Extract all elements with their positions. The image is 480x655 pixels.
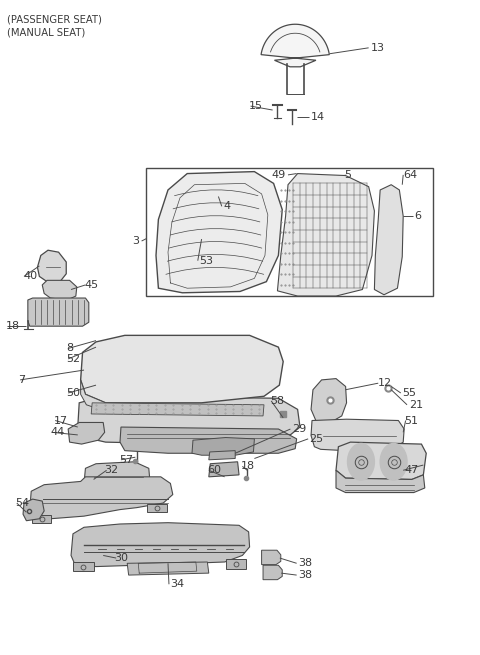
Text: 18: 18 [6,321,20,331]
Text: 51: 51 [404,415,418,426]
Text: 18: 18 [241,461,255,472]
Text: 29: 29 [292,424,306,434]
Text: 6: 6 [414,211,421,221]
Polygon shape [81,335,283,403]
Polygon shape [209,462,239,477]
Polygon shape [73,562,94,571]
Circle shape [348,443,374,480]
Bar [146,168,433,296]
Polygon shape [209,451,235,460]
Polygon shape [192,438,254,455]
Text: (PASSENGER SEAT): (PASSENGER SEAT) [7,14,102,24]
Polygon shape [263,565,282,580]
Text: 21: 21 [409,400,423,410]
Text: 30: 30 [114,553,128,563]
Polygon shape [374,185,403,295]
Polygon shape [311,379,347,422]
Text: 57: 57 [119,455,133,465]
Text: 5: 5 [345,170,352,180]
Text: 25: 25 [310,434,324,444]
Text: 17: 17 [54,415,68,426]
Text: (MANUAL SEAT): (MANUAL SEAT) [7,28,85,37]
Text: 12: 12 [378,378,392,388]
Text: 54: 54 [15,498,29,508]
Text: 47: 47 [404,465,419,476]
Polygon shape [261,24,329,67]
Text: 52: 52 [66,354,80,364]
Polygon shape [81,380,106,411]
Text: 32: 32 [105,465,119,476]
Polygon shape [336,470,425,493]
Text: 53: 53 [199,255,213,266]
Text: 58: 58 [270,396,284,406]
Text: 8: 8 [66,343,73,354]
Text: 15: 15 [249,101,263,111]
Polygon shape [28,298,89,326]
Text: 34: 34 [170,579,184,590]
Polygon shape [262,550,281,565]
Polygon shape [156,172,282,293]
Polygon shape [30,477,173,519]
Text: 50: 50 [66,388,80,398]
Text: 4: 4 [223,201,230,212]
Polygon shape [78,396,300,444]
Text: 64: 64 [403,170,417,180]
Polygon shape [68,422,105,444]
Text: 38: 38 [299,558,312,569]
Text: 44: 44 [50,427,65,438]
Polygon shape [32,515,51,523]
Text: 3: 3 [132,236,139,246]
Polygon shape [23,499,44,521]
Text: 49: 49 [271,170,286,180]
Polygon shape [120,427,297,453]
Polygon shape [37,250,66,282]
Text: 60: 60 [207,465,221,476]
Polygon shape [226,559,246,569]
Text: 38: 38 [299,570,312,580]
Polygon shape [42,280,77,300]
Circle shape [380,443,407,480]
Polygon shape [127,562,209,575]
Text: 55: 55 [402,388,416,398]
Text: 13: 13 [371,43,384,53]
Text: 7: 7 [18,375,25,385]
Polygon shape [277,174,374,296]
Polygon shape [91,403,264,416]
Text: 40: 40 [23,271,37,282]
Text: 45: 45 [84,280,98,290]
Text: 14: 14 [311,111,325,122]
Polygon shape [336,442,426,479]
Polygon shape [147,504,167,512]
Polygon shape [71,523,250,567]
Polygon shape [84,462,150,493]
Polygon shape [311,419,404,451]
